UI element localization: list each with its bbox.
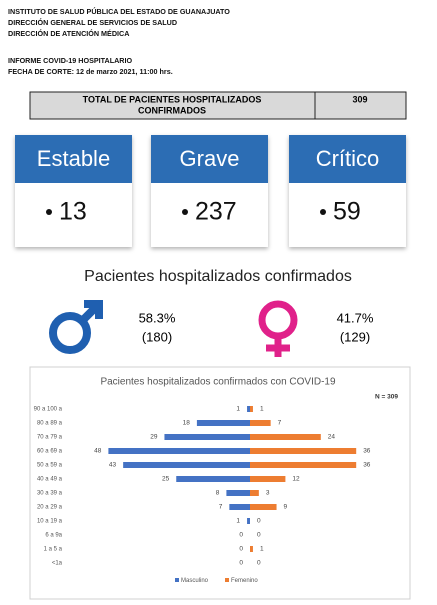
card-label: Estable: [37, 146, 110, 171]
category-label: 10 a 19 a: [37, 519, 63, 525]
value-label: 0: [257, 532, 261, 539]
value-label: 43: [109, 462, 117, 469]
category-label: 70 a 79 a: [37, 435, 63, 441]
header-line: DIRECCIÓN DE ATENCIÓN MÉDICA: [8, 29, 129, 38]
chart-frame: [29, 366, 411, 600]
value-label: 18: [183, 420, 191, 427]
female-percent: 41.7%: [337, 310, 374, 325]
bar: [196, 420, 250, 426]
category-label: 90 a 100 a: [34, 407, 63, 413]
category-label: 20 a 29 a: [37, 505, 63, 511]
category-label: 6 a 9a: [45, 533, 62, 539]
bar: [250, 434, 321, 440]
value-label: 3: [266, 490, 270, 497]
bar: [250, 462, 357, 468]
bar: [250, 490, 259, 496]
value-label: 1: [260, 546, 264, 553]
total-label: CONFIRMADOS: [138, 105, 206, 115]
category-label: 40 a 49 a: [37, 477, 63, 483]
bar: [250, 476, 286, 482]
card-header: [289, 135, 406, 183]
gender-title: Pacientes hospitalizados confirmados: [84, 268, 352, 285]
bullet: [182, 209, 188, 215]
value-label: 25: [162, 476, 170, 483]
value-label: 29: [150, 434, 158, 441]
value-label: 0: [257, 560, 261, 567]
report-line: INFORME COVID-19 HOSPITALARIO: [8, 56, 132, 65]
card-label: Grave: [180, 146, 240, 171]
value-label: 12: [292, 476, 300, 483]
category-label: 30 a 39 a: [37, 491, 63, 497]
bar: [250, 546, 253, 552]
card-value: 13: [59, 198, 87, 226]
category-label: 80 a 89 a: [37, 421, 63, 427]
male-count: (180): [142, 329, 172, 344]
bullet: [320, 209, 326, 215]
annotation: N = 309: [375, 394, 398, 401]
value-label: 7: [278, 420, 282, 427]
total-box: [29, 91, 407, 120]
bar: [250, 504, 277, 510]
bar: [176, 476, 250, 482]
report-line: FECHA DE CORTE: 12 de marzo 2021, 11:00 …: [8, 67, 173, 76]
value-label: 36: [363, 462, 371, 469]
card-header: [151, 135, 268, 183]
legend-label: Femenino: [231, 578, 258, 584]
category-label: 60 a 69 a: [37, 449, 63, 455]
total-value: 309: [352, 94, 367, 104]
category-label: 1 a 5 a: [44, 547, 63, 553]
bar: [108, 448, 251, 454]
female-count: (129): [340, 329, 370, 344]
value-label: 0: [239, 560, 243, 567]
card-value: 237: [195, 198, 237, 226]
value-label: 0: [257, 518, 261, 525]
bar: [229, 504, 250, 510]
bullet: [46, 209, 52, 215]
bar: [250, 420, 271, 426]
value-label: 36: [363, 448, 371, 455]
category-label: 50 a 59 a: [37, 463, 63, 469]
male-symbol: [49, 300, 103, 354]
value-label: 9: [284, 504, 288, 511]
value-label: 1: [236, 518, 240, 525]
value-label: 0: [239, 546, 243, 553]
value-label: 1: [260, 406, 264, 413]
header-line: INSTITUTO DE SALUD PÚBLICA DEL ESTADO DE…: [8, 7, 230, 16]
value-label: 48: [94, 448, 102, 455]
legend-swatch: [225, 578, 229, 582]
value-label: 0: [239, 532, 243, 539]
bar: [247, 406, 250, 412]
female-symbol: [258, 300, 298, 357]
value-label: 1: [236, 406, 240, 413]
card-header: [15, 135, 132, 183]
bar: [164, 434, 250, 440]
total-label: TOTAL DE PACIENTES HOSPITALIZADOS: [83, 94, 262, 104]
bar: [250, 406, 253, 412]
value-label: 7: [219, 504, 223, 511]
header-line: DIRECCIÓN GENERAL DE SERVICIOS DE SALUD: [8, 18, 177, 27]
chart-title: Pacientes hospitalizados confirmados con…: [100, 377, 336, 388]
bar: [226, 490, 250, 496]
card-value: 59: [333, 198, 361, 226]
bar: [247, 518, 250, 524]
value-label: 8: [216, 490, 220, 497]
value-label: 24: [328, 434, 336, 441]
legend-swatch: [175, 578, 179, 582]
male-percent: 58.3%: [139, 310, 176, 325]
category-label: <1a: [52, 561, 63, 567]
card-label: Crítico: [316, 146, 380, 171]
bar: [250, 448, 357, 454]
legend-label: Masculino: [181, 578, 209, 584]
bar: [123, 462, 250, 468]
